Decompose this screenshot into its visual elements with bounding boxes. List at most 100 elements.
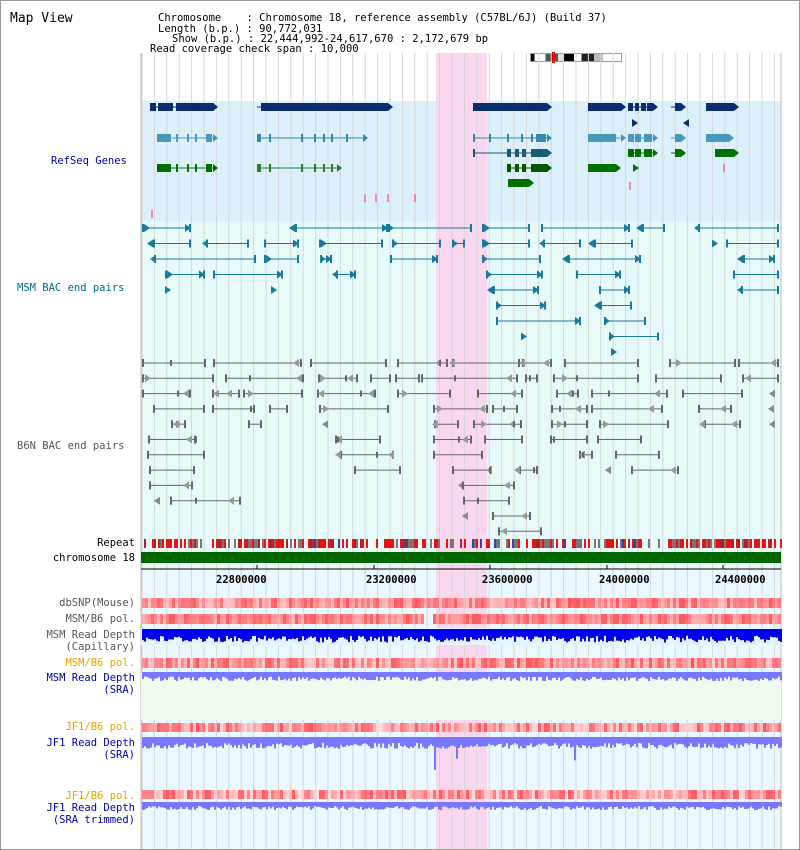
track-label-msm-read-depth-sra[interactable]: MSM Read Depth (46, 672, 135, 684)
msm-read-depth-sra-bar (220, 672, 222, 681)
msm-b6-pol-heat (415, 658, 418, 668)
msm-read-depth-capillary-bar (246, 629, 248, 641)
msm-read-depth-capillary-bar (680, 629, 682, 643)
jf1-b6-pol-heat (694, 723, 697, 732)
track-label-dbsnp[interactable]: dbSNP(Mouse) (59, 597, 135, 609)
jf1-read-depth-sra-bar (778, 737, 780, 749)
msm-read-depth-capillary-bar (578, 629, 580, 637)
jf1-read-depth-trim-bar (632, 802, 634, 809)
dbsnp-heat (631, 598, 634, 608)
track-label-msm-bac[interactable]: MSM BAC end pairs (17, 282, 125, 294)
dbsnp-heat (370, 598, 373, 608)
jf1-read-depth-sra-bar (772, 737, 774, 744)
jf1-read-depth-trim-bar (572, 802, 574, 809)
jf1-read-depth-sra-bar (688, 737, 690, 747)
b6n-bac-pair-end (777, 359, 779, 367)
jf1-read-depth-sra-bar (298, 737, 300, 747)
jf1-read-depth-trim-bar (744, 802, 746, 809)
b6n-bac-pair-end (640, 435, 642, 444)
jf1-read-depth-sra-bar (366, 737, 368, 745)
dbsnp-heat (682, 598, 685, 608)
jf1-b6-pol-heat (337, 790, 340, 799)
jf1-b6-pol-heat (199, 723, 202, 732)
msm-read-depth-capillary-bar (478, 629, 480, 639)
msm-b6-pol-heat (403, 658, 406, 668)
msm-read-depth-capillary-bar (672, 629, 674, 639)
jf1-read-depth-trim-bar (238, 802, 240, 807)
msm-b6-pol-heat (178, 614, 181, 624)
msm-read-depth-sra-bar (418, 672, 420, 681)
track-label-jf1-b6-pol-2[interactable]: JF1/B6 pol. (65, 790, 135, 802)
jf1-b6-pol-heat (667, 790, 670, 799)
jf1-read-depth-sra-bar (466, 737, 468, 747)
msm-read-depth-sra-bar (702, 672, 704, 677)
msm-read-depth-sra-bar (442, 672, 444, 680)
refseq-gene-exon (635, 134, 641, 142)
track-label-msm-b6-pol-1[interactable]: MSM/B6 pol. (65, 613, 135, 625)
msm-read-depth-sra-bar (668, 672, 670, 679)
jf1-read-depth-trim-bar (180, 802, 182, 808)
jf1-b6-pol-heat (544, 790, 547, 799)
jf1-read-depth-trim-bar (148, 802, 150, 807)
b6n-bac-pair-end (586, 404, 588, 413)
msm-b6-pol-heat (661, 614, 664, 624)
jf1-b6-pol-heat (439, 723, 442, 732)
msm-read-depth-capillary-bar (542, 629, 544, 642)
b6n-bac-mark (529, 375, 531, 382)
msm-b6-pol-heat (496, 614, 499, 624)
msm-b6-pol-heat (445, 614, 448, 624)
msm-b6-pol-heat (346, 658, 349, 668)
msm-read-depth-capillary-bar (206, 629, 208, 639)
msm-read-depth-sra-bar (384, 672, 386, 681)
refseq-gene-arrow (388, 103, 393, 111)
repeat-block (224, 539, 226, 548)
track-label-jf1-read-depth-sra[interactable]: JF1 Read Depth (46, 737, 135, 749)
dbsnp-heat (661, 598, 664, 608)
jf1-read-depth-trim-bar (198, 802, 200, 807)
msm-bac-end (326, 255, 332, 263)
b6n-bac-pair-end (591, 404, 593, 413)
msm-b6-pol-heat (445, 658, 448, 668)
msm-b6-pol-heat (769, 614, 772, 624)
track-label-jf1-b6-pol-1[interactable]: JF1/B6 pol. (65, 721, 135, 733)
jf1-b6-pol-heat (520, 723, 523, 732)
track-label-b6n-bac[interactable]: B6N BAC end pairs (17, 440, 125, 452)
refseq-gene-arrow (633, 164, 639, 172)
jf1-b6-pol-heat (451, 790, 454, 799)
track-label-repeat[interactable]: Repeat (97, 537, 135, 549)
repeat-block (154, 539, 156, 548)
track-label-msm-read-depth-cap[interactable]: MSM Read Depth (46, 629, 135, 641)
msm-bac-pair-end (247, 239, 249, 248)
track-label-jf1-read-depth-trim[interactable]: JF1 Read Depth (46, 802, 135, 814)
msm-b6-pol-heat (559, 658, 562, 668)
dbsnp-heat (550, 598, 553, 608)
msm-read-depth-capillary-bar (470, 629, 472, 638)
jf1-read-depth-trim-bar (484, 802, 486, 810)
track-label-msm-b6-pol-2[interactable]: MSM/B6 pol. (65, 657, 135, 669)
b6n-bac-pair-end (147, 450, 149, 459)
b6n-bac-mark (553, 436, 555, 443)
jf1-b6-pol-heat (214, 790, 217, 799)
msm-bac-pair-end (496, 317, 498, 325)
msm-b6-pol-heat (412, 614, 415, 624)
track-label-refseq[interactable]: RefSeq Genes (51, 155, 127, 167)
jf1-read-depth-sra-bar (370, 737, 372, 749)
jf1-read-depth-trim-bar (730, 802, 732, 808)
show-info: Show (b.p.) : 22,444,992-24,617,670 : 2,… (172, 33, 489, 45)
b6n-bac-pair-end (516, 374, 518, 383)
msm-read-depth-capillary-bar (724, 629, 726, 641)
msm-b6-pol-heat (466, 658, 469, 668)
msm-b6-pol-heat (709, 614, 712, 624)
msm-b6-pol-heat (526, 614, 529, 624)
b6n-bac-pair-end (463, 496, 465, 505)
jf1-read-depth-sra-bar (432, 737, 434, 746)
msm-b6-pol-heat (562, 658, 565, 668)
msm-read-depth-capillary-bar (308, 629, 310, 638)
msm-b6-pol-heat (322, 658, 325, 668)
track-label-chromosome[interactable]: chromosome 18 (52, 552, 135, 564)
jf1-b6-pol-heat (151, 790, 154, 799)
b6n-bac-end (226, 389, 232, 398)
jf1-b6-pol-heat (721, 790, 724, 799)
msm-read-depth-sra-bar (232, 672, 234, 681)
msm-read-depth-sra-bar (520, 672, 522, 677)
